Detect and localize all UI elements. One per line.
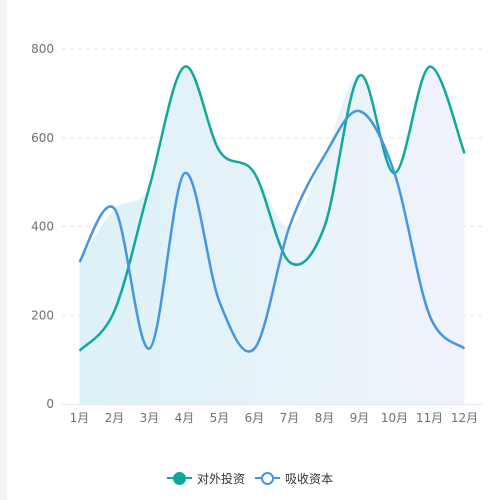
series-line-2: [78, 109, 466, 353]
x-tick-label-6: 6月: [245, 411, 265, 425]
x-tick-label-1: 1月: [70, 411, 90, 425]
x-tick-label-11: 11月: [416, 411, 443, 425]
y-tick-label-600: 600: [31, 131, 54, 145]
legend-label-series-1: 对外投资: [196, 471, 245, 486]
area-fill: [79, 66, 465, 405]
x-tick-label-2: 2月: [105, 411, 125, 425]
x-tick-label-8: 8月: [315, 411, 335, 425]
legend: 对外投资 吸收资本: [0, 469, 500, 487]
x-tick-label-10: 10月: [381, 411, 408, 425]
legend-item-series-1[interactable]: 对外投资: [166, 470, 245, 487]
x-tick-label-4: 4月: [175, 411, 195, 425]
y-tick-label-200: 200: [31, 308, 54, 322]
legend-item-series-2[interactable]: 吸收资本: [255, 470, 333, 487]
left-border-strip: [0, 0, 7, 500]
y-tick-label-400: 400: [31, 220, 54, 234]
x-tick-label-5: 5月: [210, 411, 230, 425]
y-tick-label-800: 800: [31, 42, 54, 56]
legend-symbol-series-1-icon: [166, 471, 192, 485]
legend-label-series-2: 吸收资本: [285, 471, 334, 486]
x-tick-label-9: 9月: [350, 411, 370, 425]
y-tick-label-0: 0: [46, 397, 54, 411]
x-tick-label-7: 7月: [280, 411, 300, 425]
legend-symbol-series-2-icon: [255, 471, 280, 485]
x-tick-label-12: 12月: [451, 411, 478, 425]
x-tick-label-3: 3月: [140, 411, 160, 425]
